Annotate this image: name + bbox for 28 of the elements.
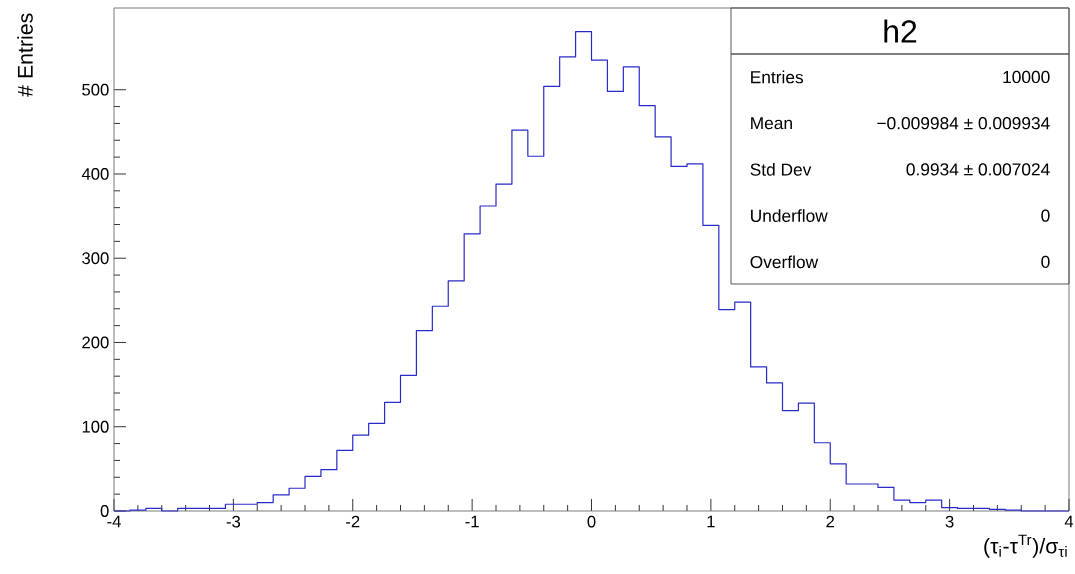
x-tick-label: 3 xyxy=(945,515,954,528)
x-tick-label: 4 xyxy=(1064,515,1074,528)
x-tick-label: 2 xyxy=(826,515,835,528)
y-tick-label: 300 xyxy=(82,252,109,265)
annotation: Entries xyxy=(751,70,804,84)
annotation: h2 xyxy=(884,19,917,43)
y-axis-title: # Entries xyxy=(17,13,33,97)
x-axis-title: (τ$_{i}$-τ$^{Tr}$)/σ$_{τi}$ xyxy=(984,534,1067,558)
annotation: Std Dev xyxy=(750,163,812,176)
annotation: −0.009984 ± 0.009934 xyxy=(877,117,1050,130)
annotation: 0.9934 ± 0.007024 xyxy=(906,163,1050,176)
annotation: 0 xyxy=(1041,255,1050,268)
x-tick-label: 1 xyxy=(707,515,715,528)
y-tick-label: 500 xyxy=(82,83,109,96)
x-tick-label: -1 xyxy=(465,515,479,528)
y-tick-label: 400 xyxy=(81,168,109,180)
y-tick-label: 200 xyxy=(82,336,109,349)
annotation: 0 xyxy=(1041,209,1050,222)
annotation: 10000 xyxy=(1003,70,1050,84)
annotation: Underflow xyxy=(751,209,828,222)
y-tick-label: 0 xyxy=(100,505,109,517)
x-tick-label: -3 xyxy=(226,515,241,528)
annotation: Overflow xyxy=(750,255,819,269)
x-tick-label: -2 xyxy=(346,515,360,528)
x-tick-label: 0 xyxy=(587,515,596,528)
x-tick-label: -4 xyxy=(107,515,121,528)
y-tick-label: 100 xyxy=(82,420,109,433)
annotation: Mean xyxy=(751,117,792,130)
